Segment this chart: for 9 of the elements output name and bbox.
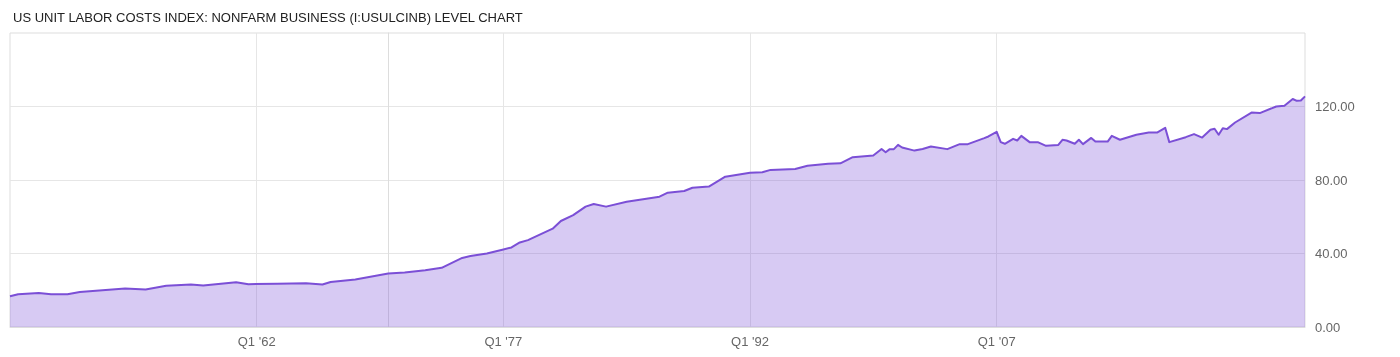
x-tick-label: Q1 '62 xyxy=(237,334,276,349)
y-tick-label: 0.00 xyxy=(1315,319,1341,335)
x-tick-label: Q1 '07 xyxy=(977,334,1016,349)
chart-title: US UNIT LABOR COSTS INDEX: NONFARM BUSINESS (I:USULCINB) LEVEL CHART xyxy=(13,10,523,25)
y-tick-label: 120.00 xyxy=(1315,99,1355,114)
y-tick-label: 80.00 xyxy=(1315,172,1348,188)
x-tick-label: Q1 '92 xyxy=(731,334,769,349)
y-tick-label: 40.00 xyxy=(1315,246,1348,261)
x-tick-label: Q1 '77 xyxy=(484,334,523,349)
